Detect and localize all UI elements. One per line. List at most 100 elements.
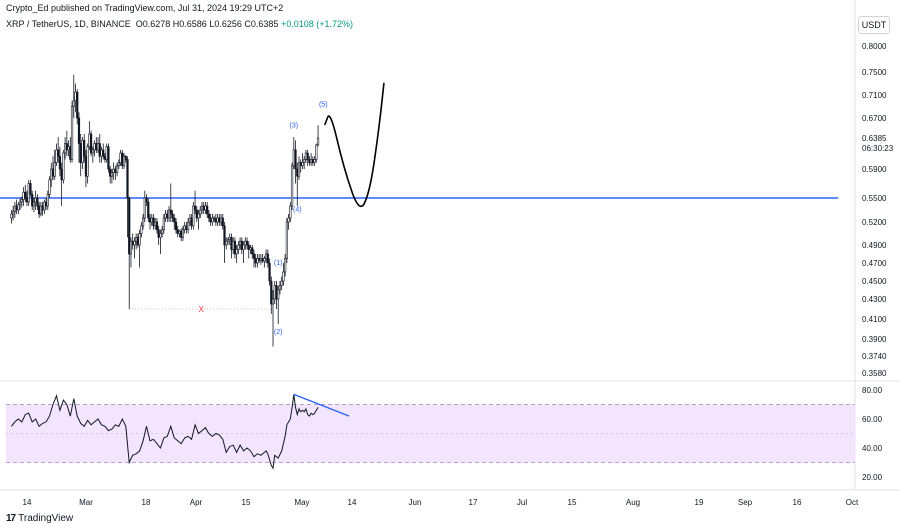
candle [178, 229, 181, 238]
candle-body [313, 159, 316, 163]
candle-body [154, 221, 157, 227]
candle [46, 190, 49, 210]
candle-body [207, 213, 211, 219]
candle [259, 254, 262, 265]
candle [197, 210, 200, 230]
candle-body [157, 229, 160, 238]
candle-body [294, 149, 297, 170]
candle [190, 214, 193, 230]
candle [53, 149, 56, 180]
countdown-label: 06:30:23 [862, 144, 894, 153]
candle [110, 169, 113, 184]
candle [141, 214, 145, 230]
candle [287, 214, 290, 230]
time-tick-label: Jul [517, 498, 527, 507]
candle [218, 214, 221, 226]
wave-label: (1) [274, 260, 283, 267]
rsi-line [11, 394, 319, 470]
candle-body [230, 237, 233, 250]
candle-body [285, 221, 288, 259]
candle-body [233, 240, 237, 255]
time-tick-label: 18 [142, 498, 151, 507]
candle-body [58, 155, 62, 170]
candle [126, 156, 129, 238]
candle-body [167, 209, 171, 219]
candle-body [15, 205, 18, 211]
candle-body [235, 249, 238, 255]
candle-body [114, 168, 117, 173]
candle [157, 225, 160, 245]
candle [207, 210, 211, 222]
candle-body [150, 217, 153, 223]
candle [249, 245, 252, 254]
symbol-label[interactable]: XRP / TetherUS, 1D, BINANCE [6, 19, 131, 29]
candle [70, 100, 74, 163]
candle-body [174, 221, 178, 230]
candle-body [109, 168, 112, 177]
candle [128, 196, 131, 309]
candle [167, 206, 171, 222]
currency-button[interactable]: USDT [858, 16, 890, 34]
candle [79, 133, 82, 177]
candle-body [22, 191, 25, 200]
candle-body [304, 152, 308, 160]
candle-body [53, 162, 56, 177]
candle [173, 214, 176, 230]
candle-body [202, 205, 205, 211]
candle-body [290, 165, 294, 207]
candle [38, 202, 41, 218]
price-tick-label: 0.4300 [862, 295, 887, 304]
wave-label: (3) [290, 123, 299, 130]
candle-body [244, 240, 247, 246]
last-price-label: 0.6385 [862, 134, 887, 143]
candle [226, 237, 230, 245]
candle-body [10, 213, 13, 219]
price-tick-label: 0.3580 [862, 369, 887, 378]
candle [296, 162, 299, 206]
candle-body [41, 205, 44, 211]
footer-brand: TradingView [18, 513, 74, 524]
candle-body [315, 144, 318, 160]
price-tick-label: 0.4100 [862, 315, 887, 324]
candle [145, 194, 148, 206]
price-tick-label: 0.7500 [862, 68, 887, 77]
candle [143, 190, 146, 222]
rsi-tick-label: 80.00 [862, 386, 883, 395]
candle [200, 202, 204, 214]
candle [162, 214, 165, 234]
candle-body [310, 159, 313, 163]
candle-body [258, 258, 261, 261]
candle [174, 218, 178, 234]
rsi-tick-label: 60.00 [862, 415, 883, 424]
candle [74, 83, 77, 113]
candles-group [10, 74, 320, 347]
candle [83, 133, 86, 163]
candle [271, 290, 275, 347]
candle [96, 137, 100, 154]
time-tick-label: 15 [242, 498, 251, 507]
candle-body [38, 205, 41, 215]
candle-body [216, 217, 219, 223]
candle [55, 143, 58, 166]
candle-body [292, 149, 295, 167]
candle-body [289, 205, 292, 219]
candle [290, 162, 294, 210]
candle [150, 214, 153, 226]
candle-body [271, 298, 275, 305]
candle [10, 210, 13, 224]
candle-body [13, 205, 16, 212]
candle-body [115, 165, 119, 173]
candle-body [140, 225, 143, 234]
candle-body [50, 168, 53, 181]
candle-body [126, 159, 129, 199]
candle-body [148, 217, 152, 223]
candle [219, 214, 223, 226]
candle-body [176, 229, 179, 234]
candle-body [152, 217, 155, 227]
time-tick-label: Apr [190, 498, 203, 507]
candle [88, 121, 91, 150]
candle-body [102, 149, 105, 157]
candle [25, 190, 29, 206]
candle [81, 137, 84, 169]
